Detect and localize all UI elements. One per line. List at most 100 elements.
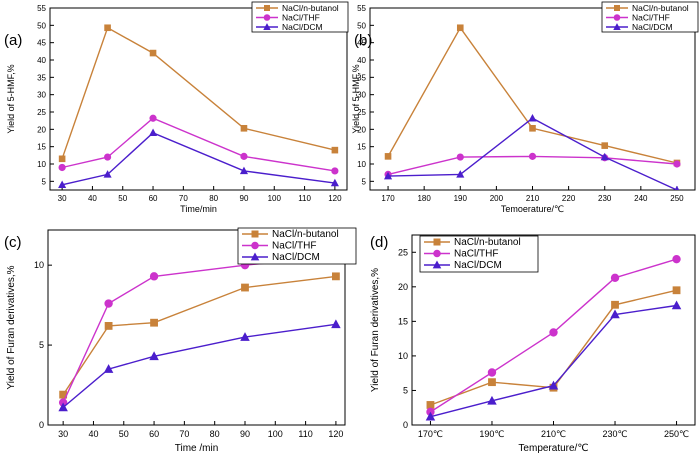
x-tick-label: 120 [328,429,343,439]
data-point [610,309,620,319]
x-tick-label: 50 [119,429,129,439]
x-tick-label: 90 [240,429,250,439]
data-point [330,178,339,187]
data-point [383,171,393,180]
x-axis-title: Temoerature/℃ [501,204,564,214]
data-point [611,300,619,309]
legend-label: NaCl/n-butanol [282,3,339,13]
y-tick-label: 5 [42,177,47,186]
y-tick-label: 40 [357,56,366,65]
y-axis-title: Yield of Furan derivatives,% [6,265,17,389]
legend-item: NaCl/DCM [256,22,323,32]
data-point [601,142,609,149]
x-tick-label: 50 [118,194,127,203]
x-tick-label: 80 [209,194,218,203]
y-tick-label: 35 [357,73,366,82]
x-tick-label: 190℃ [479,429,504,439]
data-point [104,322,113,330]
series-line [62,323,336,408]
y-tick-label: 25 [398,247,408,257]
data-point [58,155,66,163]
y-tick-label: 15 [398,316,408,326]
y-tick-label: 5 [39,340,44,350]
y-axis-title: Yield of Furan derivatives,% [370,268,381,392]
legend-item: NaCl/THF [606,13,670,23]
x-tick-label: 190 [454,194,468,203]
data-point [671,300,682,310]
series-nacl-n-butanol [58,24,339,163]
legend-marker [432,260,442,269]
x-tick-label: 70 [179,194,188,203]
x-tick-label: 60 [149,194,158,203]
data-point [149,351,159,361]
x-tick-label: 230 [598,194,612,203]
x-tick-label: 110 [298,429,312,439]
series-nacl-n-butanol [384,24,681,167]
data-point [103,364,114,373]
panel-3: (c) 0 5 10 30 40 50 60 70 80 90 100 110 120 Time /min Y… [4,227,357,454]
y-tick-label: 20 [357,125,366,134]
x-tick-label: 30 [58,194,67,203]
x-tick-label: 170℃ [418,429,443,439]
legend-label: NaCl/n-butanol [454,237,521,248]
legend-item: NaCl/THF [424,249,498,260]
series-line [61,117,336,172]
panel-1: (a) 5 10 15 20 25 30 35 40 45 50 55 30 40 50 60 70 80 90 10… [4,1,349,214]
series-line [430,304,677,418]
x-axis: 30 40 50 60 70 80 90 100 110 120 [58,186,342,203]
legend-label: NaCl/THF [454,249,498,260]
x-tick-label: 40 [88,194,97,203]
legend-label: NaCl/n-butanol [632,3,689,13]
data-point [240,124,248,132]
x-tick-label: 170 [381,194,395,203]
y-tick-label: 20 [37,125,46,134]
x-tick-label: 110 [298,194,311,203]
legend-label: NaCl/DCM [282,22,323,32]
legend-item: NaCl/n-butanol [424,237,521,248]
y-tick-label: 45 [37,39,46,48]
data-point [673,160,681,168]
y-tick-label: 10 [34,260,44,270]
legend-marker [613,23,621,30]
data-point [548,380,559,390]
x-axis: 30 40 50 60 70 80 90 100 110 120 [58,421,343,439]
data-point [456,24,464,32]
y-tick-label: 40 [37,56,46,65]
x-tick-label: 200 [490,194,504,203]
legend-label: NaCl/DCM [272,252,320,263]
panel-4: (d) 0 5 10 15 20 25 170℃ 190℃ 210℃ 230℃ 250℃ Tempera… [370,234,696,454]
data-point [456,153,464,161]
data-point [149,49,157,57]
panel-label: (d) [370,234,388,251]
y-axis: 0 5 10 15 20 25 [398,247,416,430]
x-tick-label: 70 [179,429,189,439]
data-point [672,254,681,264]
x-tick-label: 220 [562,194,576,203]
legend-item: NaCl/n-butanol [606,3,689,13]
data-point [528,152,537,160]
x-axis: 170 180 190 200 210 220 230 240 250 [381,186,684,203]
legend-marker [614,5,620,11]
data-point [331,319,341,329]
y-tick-label: 10 [37,160,46,169]
data-point [487,395,497,405]
series-nacl-n-butanol [59,272,340,399]
legend-marker [263,23,271,30]
x-tick-label: 210℃ [541,429,566,439]
series-nacl-dcm [425,300,682,421]
y-tick-label: 25 [357,108,366,117]
data-point [58,402,68,412]
data-point [332,272,340,281]
y-axis-title: Yield of 5-HMF,% [6,64,16,133]
data-point [672,286,681,295]
legend-label: NaCl/THF [272,241,316,252]
data-point [549,328,558,337]
data-point [150,318,158,327]
data-point [149,114,157,122]
y-tick-label: 20 [398,282,408,292]
legend-marker [264,5,270,11]
legend-marker [263,14,271,21]
